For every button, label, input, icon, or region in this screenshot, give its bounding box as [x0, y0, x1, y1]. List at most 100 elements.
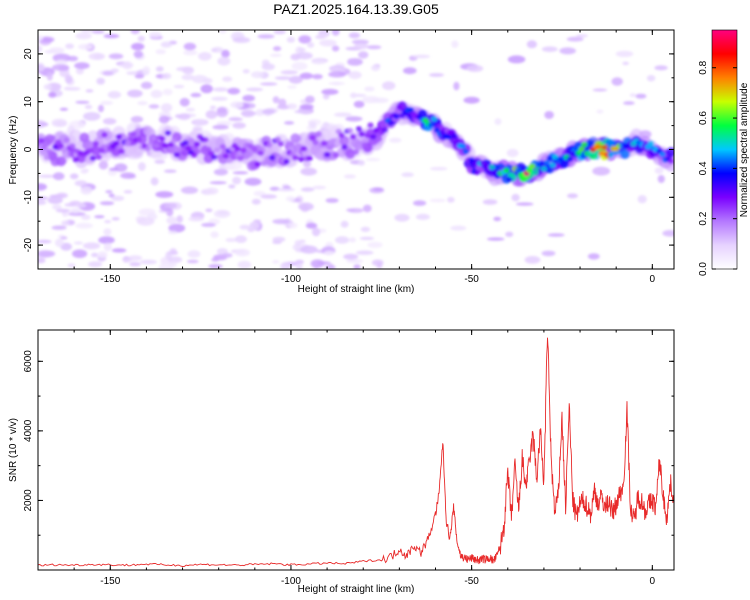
heatmap-cell: [559, 47, 576, 55]
heatmap-cell: [326, 144, 334, 151]
heatmap-cell: [234, 248, 250, 257]
heatmap-cell: [463, 96, 480, 104]
heatmap-cell: [607, 151, 614, 158]
heatmap-cell: [98, 104, 104, 113]
heatmap-cell: [210, 231, 219, 238]
heatmap-cell: [182, 66, 194, 75]
heatmap-cell: [277, 187, 295, 192]
heatmap-cell: [70, 208, 81, 214]
heatmap-cell: [183, 42, 197, 51]
heatmap-cell: [136, 216, 155, 226]
heatmap-cell: [96, 77, 105, 85]
spectrogram-x-label: Height of straight line (km): [298, 284, 415, 295]
heatmap-cell: [84, 104, 93, 110]
heatmap-cell: [493, 216, 502, 222]
heatmap-cell: [232, 176, 242, 185]
heatmap-cell: [133, 50, 144, 58]
heatmap-cell: [111, 248, 127, 253]
heatmap-cell: [371, 259, 384, 266]
heatmap-cell: [219, 30, 227, 34]
colorbar-tick-label: 0.6: [698, 111, 709, 125]
heatmap-cell: [155, 191, 174, 198]
heatmap-cell: [169, 248, 177, 255]
heatmap-cell: [567, 193, 578, 199]
heatmap-cell: [280, 70, 299, 75]
heatmap-cell: [147, 140, 154, 146]
heatmap-cell: [88, 261, 103, 268]
heatmap-cell: [137, 101, 148, 106]
heatmap-cell: [666, 147, 674, 158]
heatmap-cell: [150, 135, 157, 141]
heatmap-cell: [319, 39, 337, 47]
heatmap-cell: [667, 158, 674, 164]
heatmap-cell: [578, 146, 585, 152]
heatmap-cell: [51, 64, 70, 71]
colorbar-tick-label: 0.2: [698, 211, 709, 225]
heatmap-cell: [244, 147, 254, 158]
heatmap-cell: [232, 122, 246, 129]
heatmap-cell: [241, 109, 255, 118]
heatmap-cell: [298, 35, 312, 44]
heatmap-cell: [540, 166, 548, 172]
heatmap-cell: [348, 32, 361, 39]
heatmap-cell: [72, 156, 79, 163]
spectrogram-y-tick-label: 10: [23, 96, 34, 108]
heatmap-cell: [89, 155, 97, 161]
heatmap-cell: [219, 143, 227, 150]
heatmap-cell: [108, 167, 119, 171]
snr-y-tick-label: 4000: [23, 419, 34, 442]
heatmap-cell: [366, 45, 382, 50]
heatmap-cell: [254, 161, 261, 167]
heatmap-cell: [63, 137, 71, 143]
heatmap-cell: [80, 169, 89, 174]
heatmap-cell: [169, 262, 177, 268]
snr-x-tick-label: -50: [464, 576, 479, 587]
heatmap-cell: [155, 49, 166, 55]
heatmap-cell: [332, 152, 339, 158]
heatmap-cell: [60, 242, 72, 251]
heatmap-cell: [647, 140, 655, 147]
heatmap-cell: [216, 121, 232, 126]
heatmap-cell: [210, 105, 216, 110]
heatmap-cell: [217, 56, 231, 66]
snr-x-ticks: -150 -100 -50 0: [37, 330, 656, 587]
heatmap-cell: [351, 39, 369, 45]
heatmap-cell: [393, 113, 400, 120]
heatmap-cell: [308, 121, 317, 129]
heatmap-cell: [273, 30, 286, 35]
heatmap-cell: [38, 137, 45, 144]
heatmap-cell: [136, 136, 143, 143]
heatmap-cell: [260, 160, 267, 167]
heatmap-cell: [507, 55, 526, 64]
heatmap-cell: [112, 140, 120, 147]
heatmap-cell: [142, 66, 151, 76]
heatmap-cell: [587, 253, 600, 260]
heatmap-cell: [315, 131, 322, 137]
heatmap-cell: [51, 225, 67, 230]
heatmap-cell: [295, 263, 303, 269]
heatmap-cell: [654, 65, 668, 71]
heatmap-cell: [40, 144, 47, 150]
heatmap-cell: [160, 41, 173, 48]
heatmap-cell: [331, 30, 340, 36]
heatmap-cell: [297, 156, 305, 163]
heatmap-cell: [345, 148, 356, 159]
heatmap-cell: [102, 70, 114, 76]
heatmap-cell: [341, 144, 348, 150]
heatmap-cell: [364, 132, 371, 139]
heatmap-cell: [352, 149, 360, 155]
heatmap-cell: [451, 133, 458, 139]
heatmap-cell: [300, 187, 315, 192]
heatmap-cell: [273, 46, 282, 52]
heatmap-cell: [120, 172, 136, 179]
heatmap-cell: [181, 74, 195, 81]
heatmap-cell: [294, 109, 312, 114]
snr-x-tick-label: -100: [281, 576, 301, 587]
heatmap-cell: [329, 67, 346, 73]
heatmap-cell: [149, 31, 162, 38]
heatmap-cell: [144, 145, 152, 152]
heatmap-cell: [619, 149, 630, 159]
heatmap-cell: [211, 258, 220, 262]
